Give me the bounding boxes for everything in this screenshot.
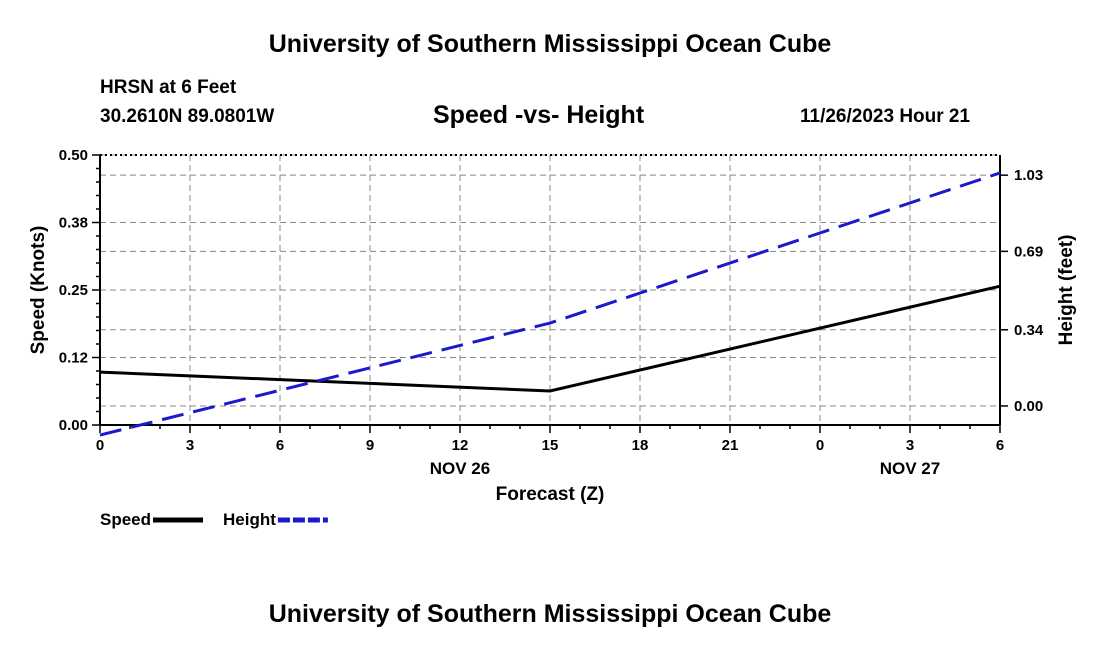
y-tick-label: 0.25 <box>59 282 88 299</box>
datetime-label: 11/26/2023 Hour 21 <box>800 106 971 127</box>
y-tick-label: 0.00 <box>59 417 88 434</box>
x-tick-label: 6 <box>276 437 284 454</box>
x-date-label: NOV 26 <box>430 459 490 478</box>
main-title: University of Southern Mississippi Ocean… <box>268 30 832 58</box>
series-line-speed <box>99 284 1001 393</box>
y2-axis-title: Height (feet) <box>1056 235 1077 346</box>
station-label: HRSN at 6 Feet <box>100 77 237 98</box>
x-tick-label: 6 <box>996 437 1004 454</box>
chart-title: Speed -vs- Height <box>433 101 645 129</box>
x-axis-title: Forecast (Z) <box>496 484 605 505</box>
y2-tick-label: 1.03 <box>1014 167 1043 184</box>
y2-tick-label: 0.69 <box>1014 243 1043 260</box>
footer-title: University of Southern Mississippi Ocean… <box>268 600 832 628</box>
legend-label-height: Height <box>223 510 276 529</box>
series-line-height <box>99 171 1001 437</box>
x-tick-label: 18 <box>632 437 649 454</box>
x-tick-label: 0 <box>96 437 104 454</box>
x-tick-label: 21 <box>722 437 739 454</box>
y2-tick-label: 0.34 <box>1014 322 1044 339</box>
x-tick-label: 3 <box>186 437 194 454</box>
x-tick-label: 15 <box>542 437 559 454</box>
y-tick-label: 0.50 <box>59 147 88 164</box>
coordinates-label: 30.2610N 89.0801W <box>100 106 275 127</box>
x-tick-label: 12 <box>452 437 469 454</box>
x-tick-label: 0 <box>816 437 824 454</box>
y-tick-label: 0.38 <box>59 215 88 232</box>
y-tick-label: 0.12 <box>59 350 88 367</box>
y2-tick-label: 0.00 <box>1014 398 1043 415</box>
x-tick-label: 9 <box>366 437 374 454</box>
x-tick-label: 3 <box>906 437 914 454</box>
x-date-label: NOV 27 <box>880 459 940 478</box>
y-axis-title: Speed (Knots) <box>28 226 49 355</box>
legend-label-speed: Speed <box>100 510 151 529</box>
